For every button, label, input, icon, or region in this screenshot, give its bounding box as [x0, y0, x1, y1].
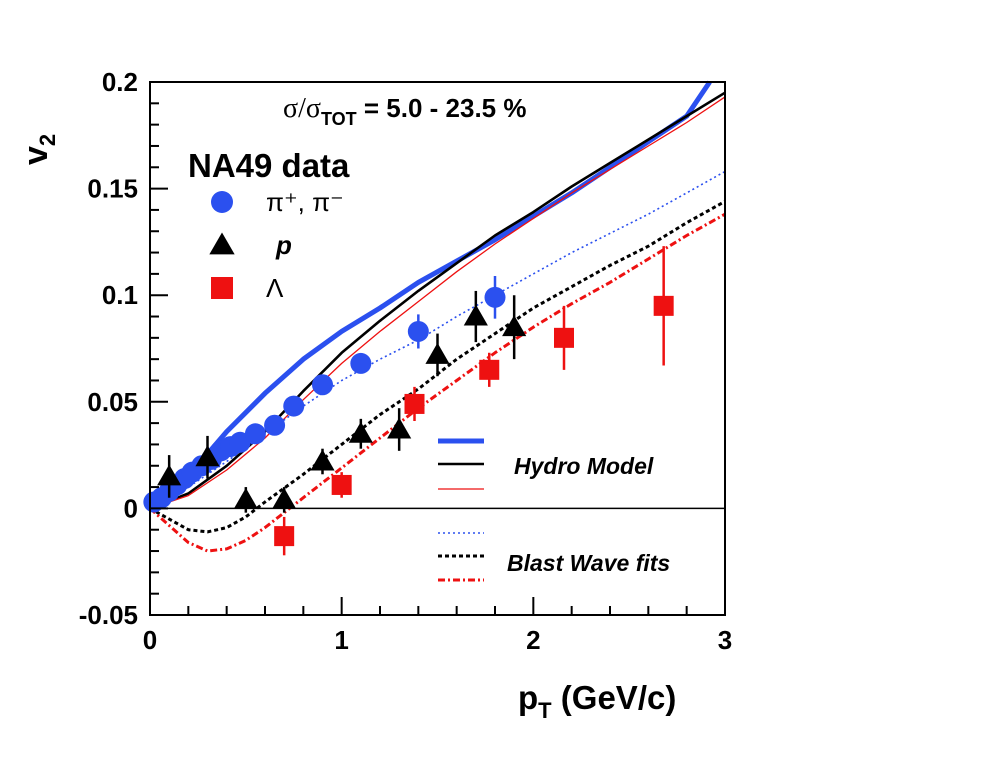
data-point-circle [283, 395, 305, 417]
data-point-triangle [157, 464, 182, 486]
x-axis-title-unit: (GeV/c) [552, 679, 677, 716]
legend-model-lines [438, 438, 484, 582]
y-tick-label: 0.2 [102, 67, 138, 97]
data-point-square [653, 295, 674, 316]
legend-marker-square [211, 277, 233, 299]
data-point-triangle [387, 417, 412, 439]
data-point-circle [484, 286, 506, 308]
data-point-circle [407, 320, 429, 342]
legend-data-entries: π⁺, π⁻ pΛ [209, 187, 344, 303]
y-tick-label: 0.1 [102, 280, 138, 310]
annotation-prefix: σ/σ [283, 93, 321, 124]
legend-marker-triangle [209, 232, 235, 255]
legend-label-circle: π⁺, π⁻ [266, 187, 344, 217]
annotation-suffix: = 5.0 - 23.5 % [357, 93, 527, 123]
y-axis-title-sub: 2 [35, 134, 60, 146]
legend-marker-circle [211, 191, 233, 213]
data-point-circle [264, 414, 286, 436]
data-point-triangle [463, 304, 488, 326]
x-axis-title-sub: T [538, 698, 552, 723]
series-square [274, 246, 674, 556]
legend-hydro-label: Hydro Model [514, 453, 654, 479]
curve-blast-wave-proton [149, 200, 726, 534]
data-point-circle [350, 352, 372, 374]
data-point-triangle [272, 487, 297, 509]
x-tick-label: 0 [143, 625, 157, 655]
data-point-triangle [195, 445, 220, 467]
y-axis-title: v2 [17, 134, 60, 165]
legend-label-triangle: p [275, 230, 292, 260]
x-axis-title: pT (GeV/c) [518, 679, 676, 723]
data-point-triangle [233, 487, 258, 509]
annotation-sub: TOT [321, 109, 357, 129]
x-tick-label: 1 [334, 625, 348, 655]
data-point-triangle [502, 315, 527, 337]
data-point-circle [229, 431, 251, 453]
data-point-square [554, 327, 574, 348]
y-tick-label: 0 [124, 493, 138, 523]
data-point-triangle [348, 421, 373, 443]
series-circle [143, 276, 506, 513]
curve-hydro-lambda [149, 96, 726, 510]
data-point-square [331, 474, 352, 495]
plot-frame [149, 81, 726, 616]
data-point-square [479, 359, 500, 380]
y-tick-label: 0.15 [87, 174, 138, 204]
curve-blast-wave-lambda [149, 212, 726, 553]
y-tick-label: 0.05 [87, 387, 138, 417]
curve-hydro-pion [148, 80, 712, 511]
series-triangle [157, 290, 527, 513]
data-points [143, 246, 674, 556]
y-tick-label: -0.05 [79, 600, 138, 630]
data-point-square [274, 526, 295, 547]
centrality-annotation: σ/σTOT = 5.0 - 23.5 % [283, 93, 526, 129]
data-point-circle [244, 423, 266, 445]
data-point-square [404, 393, 425, 414]
data-point-circle [312, 374, 333, 396]
x-axis-title-main: p [518, 679, 538, 716]
x-tick-label: 3 [718, 625, 732, 655]
legend-blast-label: Blast Wave fits [507, 550, 670, 576]
legend-label-square: Λ [266, 273, 284, 303]
legend-title: NA49 data [188, 147, 350, 184]
data-point-triangle [425, 342, 450, 364]
y-axis-title-main: v [17, 146, 55, 165]
data-point-triangle [310, 449, 335, 471]
x-tick-label: 2 [526, 625, 540, 655]
